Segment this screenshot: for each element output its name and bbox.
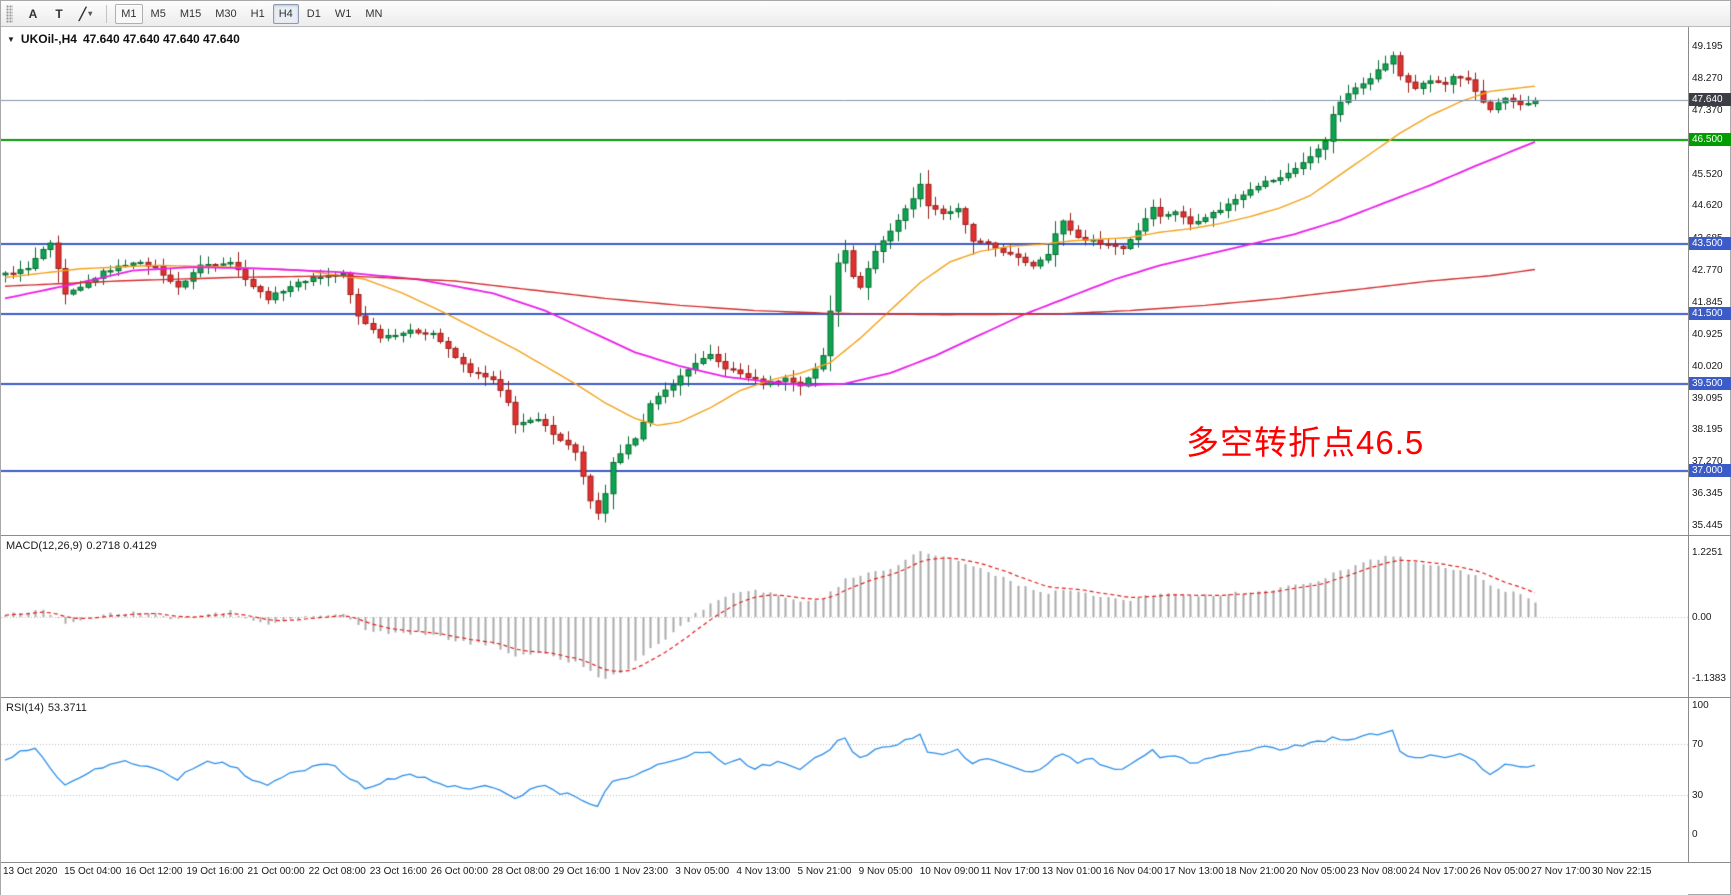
price-marker: 39.500 <box>1689 376 1731 390</box>
price-marker: 37.000 <box>1689 463 1731 477</box>
timeframe-d1-button[interactable]: D1 <box>301 4 327 24</box>
price-tick: 37.270 <box>1692 456 1723 468</box>
time-label: 30 Nov 22:15 <box>1592 866 1652 877</box>
time-label: 16 Oct 12:00 <box>125 866 183 877</box>
time-label: 19 Oct 16:00 <box>186 866 244 877</box>
price-axis[interactable]: 49.19548.27047.37045.52044.62043.68542.7… <box>1689 1 1731 895</box>
time-label: 9 Nov 05:00 <box>858 866 913 877</box>
macd-tick: -1.1383 <box>1692 672 1726 684</box>
price-tick: 35.445 <box>1692 519 1723 531</box>
price-tick: 45.520 <box>1692 169 1723 181</box>
time-label: 24 Nov 17:00 <box>1408 866 1469 877</box>
price-marker: 46.500 <box>1689 133 1731 147</box>
tool-button-group: A T ╱ ▾ <box>21 4 98 24</box>
time-label: 13 Nov 01:00 <box>1041 866 1102 877</box>
time-label: 11 Nov 17:00 <box>980 866 1040 877</box>
price-marker: 41.500 <box>1689 307 1731 321</box>
macd-tick: 0.00 <box>1692 612 1712 623</box>
macd-panel-canvas[interactable] <box>1 537 1688 697</box>
macd-tick: 1.2251 <box>1692 546 1723 558</box>
price-tick: 38.195 <box>1692 424 1723 436</box>
timeframe-m15-button[interactable]: M15 <box>174 4 207 24</box>
price-marker: 43.500 <box>1689 237 1731 251</box>
time-label: 3 Nov 05:00 <box>675 866 730 877</box>
chart-annotation-text[interactable]: 多空转折点46.5 <box>1186 424 1425 461</box>
time-label: 29 Oct 16:00 <box>553 866 611 877</box>
time-label: 4 Nov 13:00 <box>736 866 791 877</box>
time-label: 26 Oct 00:00 <box>430 866 489 877</box>
tool-arrow-button[interactable]: A <box>21 4 45 24</box>
price-axis-divider <box>1688 27 1689 863</box>
timeframe-w1-button[interactable]: W1 <box>329 4 358 24</box>
panel-separator[interactable] <box>1 862 1731 863</box>
rsi-value: 53.3711 <box>47 702 87 714</box>
time-label: 5 Nov 21:00 <box>797 866 852 877</box>
time-label: 21 Oct 00:00 <box>247 866 305 877</box>
price-tick: 47.370 <box>1692 104 1723 116</box>
time-label: 23 Oct 16:00 <box>369 866 427 877</box>
ohlc-quote: 47.640 47.640 47.640 47.640 <box>82 32 240 46</box>
rsi-indicator-label: RSI(14) 53.3711 <box>6 702 87 714</box>
timeframe-m30-button[interactable]: M30 <box>209 4 242 24</box>
price-tick: 44.620 <box>1692 200 1723 212</box>
timeframe-m5-button[interactable]: M5 <box>145 4 172 24</box>
rsi-panel-canvas[interactable] <box>1 699 1688 862</box>
time-label: 16 Nov 04:00 <box>1103 866 1163 877</box>
price-tick: 42.770 <box>1692 264 1723 276</box>
time-label: 22 Oct 08:00 <box>308 866 366 877</box>
price-tick: 36.345 <box>1692 488 1723 500</box>
macd-name: MACD(12,26,9) <box>6 540 83 552</box>
panel-separator[interactable] <box>1 535 1731 536</box>
price-chart-canvas[interactable] <box>1 27 1688 535</box>
macd-values: 0.2718 0.4129 <box>86 540 157 552</box>
price-marker: 47.640 <box>1689 93 1731 107</box>
toolbar-grip-icon[interactable] <box>6 4 13 23</box>
price-tick: 40.020 <box>1692 360 1723 372</box>
time-label: 1 Nov 23:00 <box>614 866 669 877</box>
timeframe-mn-button[interactable]: MN <box>359 4 388 24</box>
time-label: 18 Nov 21:00 <box>1225 866 1285 877</box>
time-label: 28 Oct 08:00 <box>491 866 550 877</box>
time-label: 15 Oct 04:00 <box>64 866 122 877</box>
time-label: 27 Nov 17:00 <box>1530 866 1591 877</box>
dropdown-caret-icon: ▾ <box>88 9 93 18</box>
time-axis[interactable]: 13 Oct 2020 15 Oct 04:00 16 Oct 12:00 19 Oc… <box>1 863 1688 895</box>
rsi-tick: 30 <box>1692 790 1704 802</box>
time-label: 20 Nov 05:00 <box>1286 866 1346 877</box>
rsi-tick: 0 <box>1692 829 1698 840</box>
timeframe-h4-button[interactable]: H4 <box>272 3 299 24</box>
rsi-tick: 100 <box>1692 700 1709 711</box>
timeframe-m1-button[interactable]: M1 <box>115 3 143 24</box>
tool-text-button[interactable]: T <box>47 4 71 24</box>
time-label: 23 Nov 08:00 <box>1347 866 1408 877</box>
price-tick: 48.270 <box>1692 73 1723 85</box>
timeframe-h1-button[interactable]: H1 <box>245 4 271 24</box>
time-label: 13 Oct 2020 <box>3 866 58 877</box>
time-label: 17 Nov 13:00 <box>1164 866 1224 877</box>
panel-separator[interactable] <box>1 697 1731 698</box>
rsi-name: RSI(14) <box>6 702 44 714</box>
symbol-name: UKOil-,H4 <box>20 32 77 46</box>
time-label: 10 Nov 09:00 <box>919 866 980 877</box>
symbol-dropdown-icon[interactable]: ▼ <box>7 34 15 44</box>
time-label: 26 Nov 05:00 <box>1469 866 1530 877</box>
rsi-tick: 70 <box>1692 738 1704 750</box>
tool-shapes-button[interactable]: ╱ ▾ <box>73 4 98 24</box>
price-tick: 40.925 <box>1692 329 1723 341</box>
macd-indicator-label: MACD(12,26,9) 0.2718 0.4129 <box>6 540 157 552</box>
timeframe-button-group: M1 M5 M15 M30 H1 H4 D1 W1 MN <box>115 3 388 24</box>
toolbar-separator <box>106 4 108 23</box>
price-tick: 41.845 <box>1692 297 1723 309</box>
toolbar: A T ╱ ▾ M1 M5 M15 M30 H1 H4 D1 W1 MN <box>1 1 1730 27</box>
chart-symbol-title: ▼ UKOil-,H4 47.640 47.640 47.640 47.640 <box>7 32 240 46</box>
price-tick: 39.095 <box>1692 392 1723 404</box>
price-tick: 49.195 <box>1692 41 1723 53</box>
